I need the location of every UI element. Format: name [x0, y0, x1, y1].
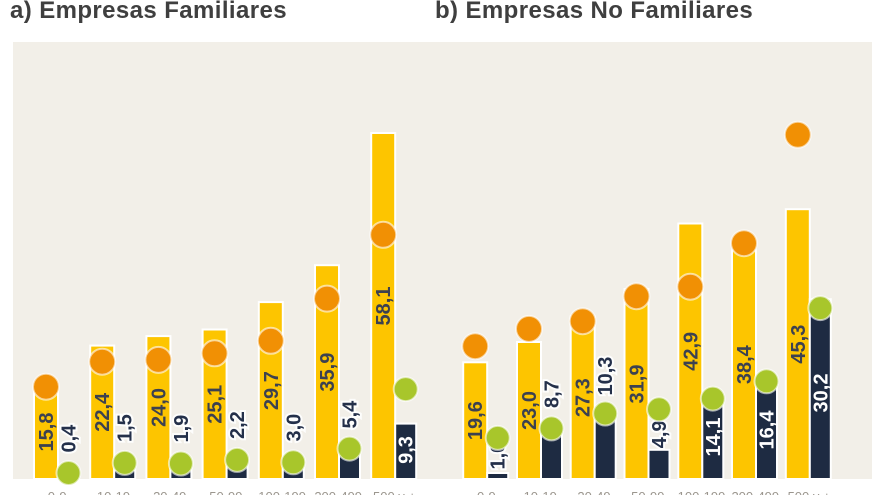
svg-text:200-499: 200-499 — [314, 489, 362, 495]
svg-text:27,3: 27,3 — [573, 378, 595, 417]
svg-text:45,3: 45,3 — [788, 325, 810, 364]
svg-text:42,9: 42,9 — [680, 332, 702, 371]
svg-text:58,1: 58,1 — [373, 287, 395, 326]
svg-text:100-199: 100-199 — [678, 489, 726, 495]
svg-text:38,4: 38,4 — [734, 344, 756, 384]
svg-text:200-499: 200-499 — [731, 489, 779, 495]
svg-text:0-9: 0-9 — [48, 489, 67, 495]
svg-text:31,9: 31,9 — [627, 365, 649, 404]
svg-text:22,4: 22,4 — [92, 392, 114, 432]
svg-text:1,9: 1,9 — [171, 415, 193, 443]
svg-text:4,9: 4,9 — [649, 420, 671, 448]
svg-text:20-49: 20-49 — [153, 489, 186, 495]
svg-text:15,8: 15,8 — [36, 413, 58, 452]
svg-text:10-19: 10-19 — [97, 489, 130, 495]
svg-text:29,7: 29,7 — [261, 371, 283, 410]
svg-text:23,0: 23,0 — [519, 391, 541, 430]
svg-text:a) Empresas Familiares: a) Empresas Familiares — [10, 0, 287, 24]
svg-text:0,4: 0,4 — [59, 424, 81, 453]
svg-text:35,9: 35,9 — [317, 353, 339, 392]
svg-text:1,5: 1,5 — [115, 414, 137, 442]
svg-text:500 y +: 500 y + — [788, 489, 831, 495]
svg-text:50-99: 50-99 — [209, 489, 242, 495]
svg-text:0-9: 0-9 — [477, 489, 496, 495]
svg-text:50-99: 50-99 — [631, 489, 664, 495]
svg-text:2,2: 2,2 — [227, 411, 249, 439]
svg-text:16,4: 16,4 — [757, 410, 779, 450]
svg-text:8,7: 8,7 — [542, 380, 564, 408]
svg-text:30,2: 30,2 — [810, 374, 832, 413]
svg-text:19,6: 19,6 — [465, 401, 487, 440]
svg-text:10-19: 10-19 — [524, 489, 557, 495]
svg-text:14,1: 14,1 — [703, 418, 725, 457]
svg-text:25,1: 25,1 — [205, 385, 227, 424]
svg-text:10,3: 10,3 — [595, 357, 617, 396]
svg-text:24,0: 24,0 — [148, 388, 170, 427]
svg-text:b) Empresas No Familiares: b) Empresas No Familiares — [435, 0, 753, 24]
svg-text:100-199: 100-199 — [258, 489, 306, 495]
svg-text:5,4: 5,4 — [340, 400, 362, 429]
svg-text:500 y +: 500 y + — [373, 489, 416, 495]
svg-text:9,3: 9,3 — [396, 436, 418, 464]
svg-text:20-49: 20-49 — [577, 489, 610, 495]
svg-text:3,0: 3,0 — [283, 414, 305, 442]
